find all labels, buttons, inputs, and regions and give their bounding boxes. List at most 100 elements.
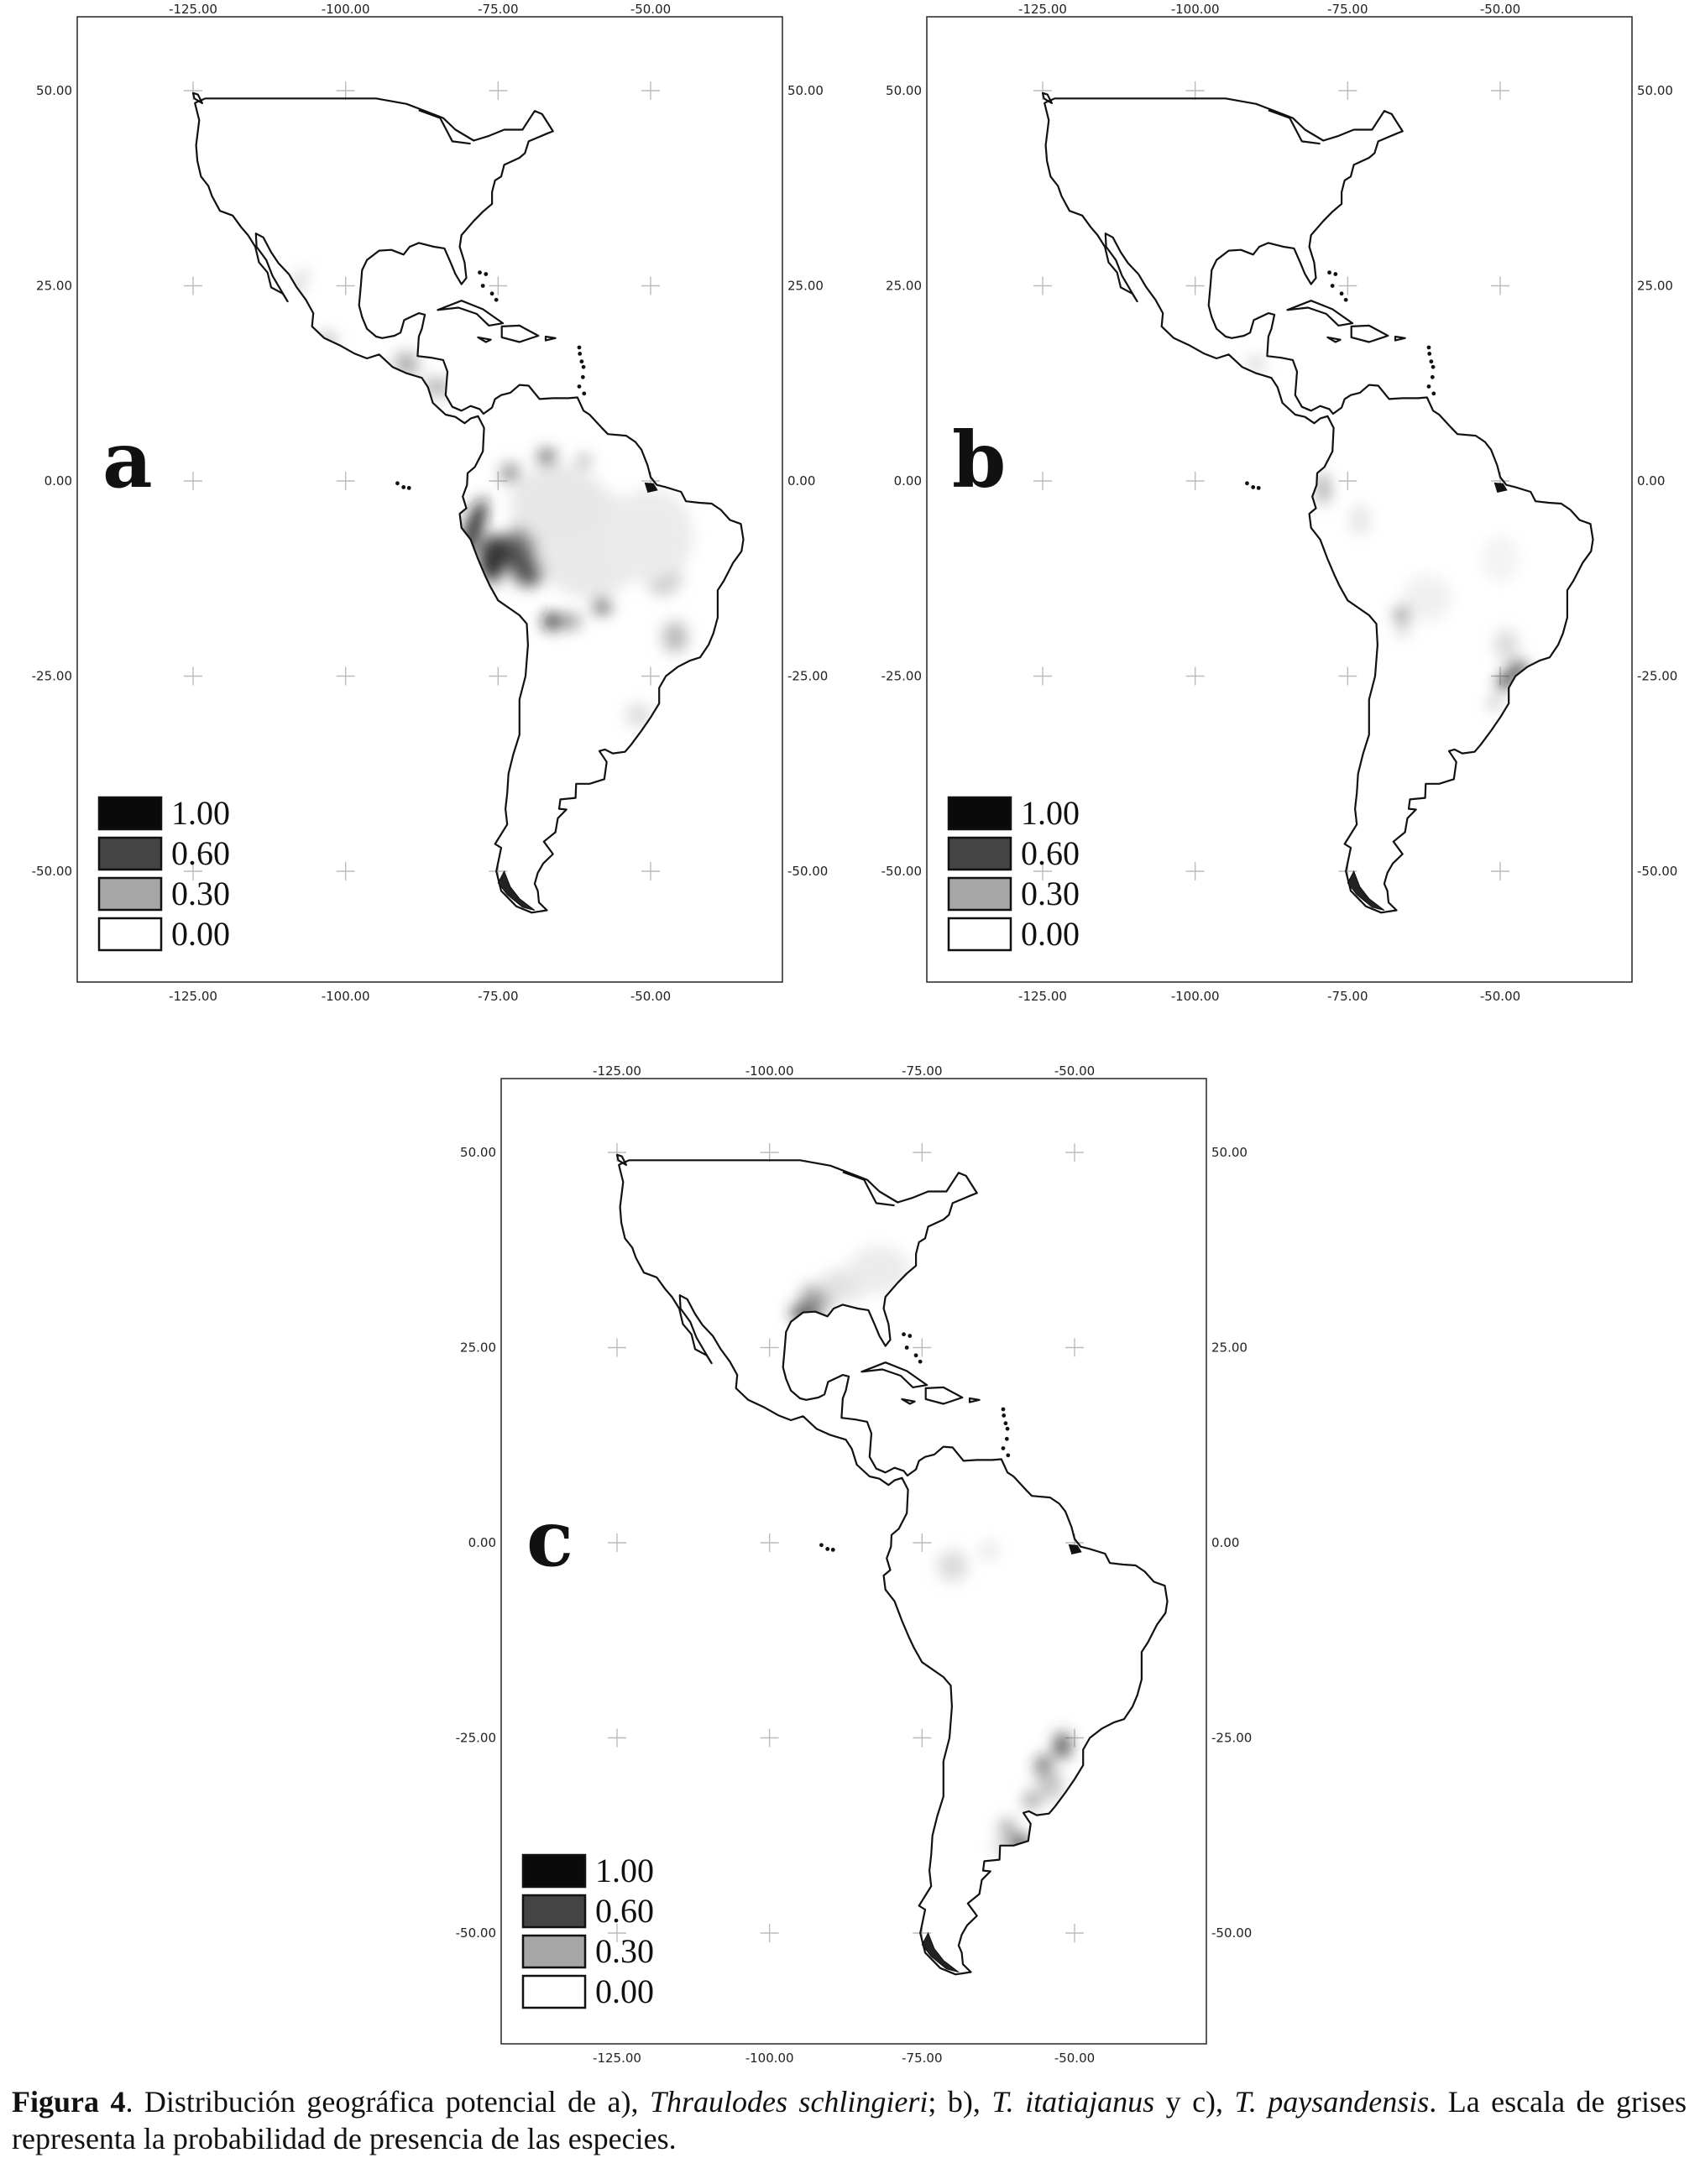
- probability-patch: [489, 536, 520, 567]
- probability-patch: [1350, 504, 1369, 536]
- lon-tick-bottom: -75.00: [902, 2051, 942, 2066]
- map-c: -125.00 -125.00 -100.00 -100.00 -75.00 -75.00…: [456, 1063, 1253, 2066]
- probability-patch: [1247, 358, 1266, 370]
- lon-tick-top: -75.00: [902, 1063, 942, 1079]
- lat-tick-right: 50.00: [1211, 1145, 1248, 1160]
- probability-patch: [421, 378, 452, 397]
- lat-tick-left: -50.00: [881, 864, 922, 879]
- map-a: -125.00 -125.00 -100.00 -100.00 -75.00 -75.00…: [32, 2, 829, 1004]
- legend-swatch: [97, 796, 163, 831]
- legend-label: 0.60: [171, 834, 230, 872]
- lat-tick-right: 0.00: [787, 473, 815, 489]
- lat-tick-left: 0.00: [44, 473, 72, 489]
- lat-tick-left: -25.00: [881, 669, 922, 684]
- lon-tick-bottom: -75.00: [1327, 989, 1368, 1004]
- lon-tick-top: -125.00: [1018, 2, 1067, 17]
- caption-species-1: Thraulodes schlingieri: [649, 2085, 928, 2119]
- panel-letter: b: [952, 415, 1006, 505]
- probability-patch: [1482, 536, 1519, 583]
- lon-tick-bottom: -125.00: [593, 2051, 641, 2066]
- legend-swatch: [947, 917, 1012, 952]
- lat-tick-right: -25.00: [1637, 669, 1677, 684]
- legend-swatch: [97, 876, 163, 912]
- lat-tick-left: -25.00: [32, 669, 72, 684]
- lon-tick-bottom: -50.00: [1480, 989, 1520, 1004]
- lon-tick-bottom: -125.00: [169, 989, 217, 1004]
- probability-patch: [577, 457, 590, 467]
- panel-letter: a: [102, 415, 153, 505]
- lon-tick-bottom: -50.00: [1054, 2051, 1095, 2066]
- caption-species-2: T. itatiajanus: [991, 2085, 1155, 2119]
- map-b: -125.00 -125.00 -100.00 -100.00 -75.00 -75.00…: [881, 2, 1678, 1004]
- legend-swatch: [521, 1853, 587, 1889]
- lat-tick-left: 50.00: [36, 83, 72, 98]
- map-panel-a: -125.00 -125.00 -100.00 -100.00 -75.00 -75.00…: [0, 0, 831, 1007]
- lat-tick-left: 25.00: [886, 279, 922, 294]
- lat-tick-left: 25.00: [460, 1340, 496, 1356]
- lat-tick-left: 0.00: [468, 1535, 496, 1550]
- lon-tick-top: -125.00: [593, 1063, 641, 1079]
- probability-patch: [980, 1543, 999, 1559]
- coastline: [615, 1153, 1169, 1976]
- lon-tick-top: -50.00: [1480, 2, 1520, 17]
- lat-tick-left: -25.00: [456, 1731, 496, 1746]
- legend-swatch: [521, 1894, 587, 1929]
- probability-patch: [510, 465, 609, 544]
- lon-tick-top: -125.00: [169, 2, 217, 17]
- probability-patch: [1024, 1792, 1039, 1809]
- lon-tick-top: -75.00: [478, 2, 518, 17]
- lat-tick-right: 25.00: [787, 279, 824, 294]
- lon-tick-top: -100.00: [322, 2, 370, 17]
- lon-tick-bottom: -50.00: [630, 989, 671, 1004]
- probability-surface: [791, 1246, 1070, 1853]
- probability-patch: [1054, 1732, 1070, 1759]
- probability-surface: [1247, 358, 1528, 710]
- lat-tick-right: -50.00: [787, 864, 828, 879]
- probability-patch: [1396, 606, 1409, 621]
- legend-label: 0.00: [1021, 915, 1080, 953]
- legend-label: 1.00: [1021, 794, 1080, 832]
- lat-tick-left: 0.00: [894, 473, 922, 489]
- probability-patch: [562, 614, 581, 630]
- probability-surface: [285, 269, 693, 727]
- map-frame: [500, 1078, 1207, 2045]
- probability-patch: [1402, 574, 1452, 622]
- caption-label: Figura 4: [12, 2085, 126, 2119]
- probability-patch: [994, 1842, 1008, 1853]
- legend: 1.000.600.300.00: [97, 794, 230, 953]
- legend-label: 0.00: [595, 1972, 654, 2010]
- lat-tick-right: 50.00: [787, 83, 824, 98]
- probability-patch: [937, 1550, 968, 1582]
- probability-patch: [543, 614, 563, 630]
- probability-patch: [592, 598, 611, 614]
- probability-patch: [999, 1820, 1016, 1836]
- caption-species-3: T. paysandensis: [1234, 2085, 1430, 2119]
- lon-tick-top: -100.00: [1171, 2, 1220, 17]
- probability-patch: [1493, 629, 1519, 661]
- caption-text-2: ; b),: [928, 2085, 992, 2119]
- caption-text-3: y c),: [1154, 2085, 1235, 2119]
- legend-swatch: [97, 836, 163, 871]
- legend-label: 1.00: [171, 794, 230, 832]
- probability-patch: [849, 1246, 910, 1293]
- legend-label: 0.60: [1021, 834, 1080, 872]
- lat-tick-right: 0.00: [1211, 1535, 1239, 1550]
- lat-tick-right: 25.00: [1211, 1340, 1248, 1356]
- probability-patch: [608, 489, 693, 583]
- legend: 1.000.600.300.00: [521, 1852, 654, 2010]
- probability-patch: [662, 621, 688, 653]
- lon-tick-bottom: -100.00: [1171, 989, 1220, 1004]
- map-frame: [76, 16, 783, 983]
- map-panel-b: -125.00 -125.00 -100.00 -100.00 -75.00 -75.00…: [850, 0, 1700, 1007]
- lon-tick-bottom: -100.00: [745, 2051, 794, 2066]
- legend-swatch: [947, 876, 1012, 912]
- map-frame: [926, 16, 1633, 983]
- map-panel-c: -125.00 -125.00 -100.00 -100.00 -75.00 -75.00…: [424, 1062, 1255, 2069]
- lat-tick-right: -50.00: [1637, 864, 1677, 879]
- legend-swatch: [947, 836, 1012, 871]
- lat-tick-left: 50.00: [886, 83, 922, 98]
- lon-tick-bottom: -100.00: [322, 989, 370, 1004]
- legend-label: 0.30: [1021, 875, 1080, 912]
- coastline: [191, 91, 745, 914]
- legend-label: 1.00: [595, 1852, 654, 1889]
